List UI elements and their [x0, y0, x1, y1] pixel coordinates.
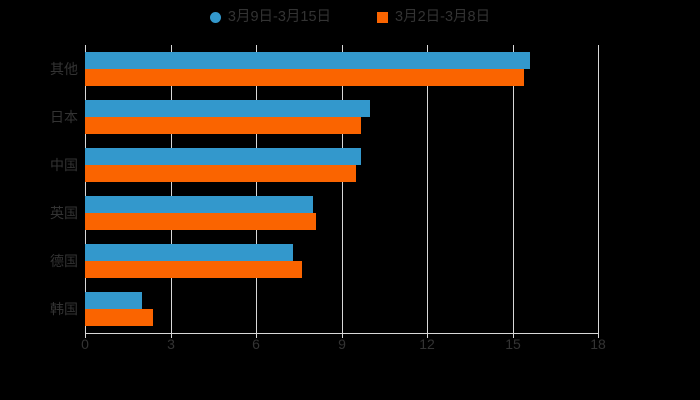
- x-axis-tick-mark: [171, 333, 172, 338]
- x-axis-tick-mark: [342, 333, 343, 338]
- gridline: [342, 45, 343, 333]
- bar[interactable]: [85, 309, 153, 326]
- bar[interactable]: [85, 292, 142, 309]
- x-axis-tick-label: 6: [252, 336, 260, 352]
- x-axis-tick-mark: [598, 333, 599, 338]
- gridline: [598, 45, 599, 333]
- y-axis-tick-label: 英国: [50, 205, 78, 221]
- bar[interactable]: [85, 261, 302, 278]
- x-axis-tick-mark: [256, 333, 257, 338]
- bar[interactable]: [85, 244, 293, 261]
- y-axis-tick-label: 日本: [50, 109, 78, 125]
- chart-legend: 3月9日-3月15日 3月2日-3月8日: [0, 6, 700, 28]
- bar[interactable]: [85, 196, 313, 213]
- y-axis-tick-label: 韩国: [50, 301, 78, 317]
- gridline: [256, 45, 257, 333]
- bar[interactable]: [85, 148, 361, 165]
- x-axis-tick-label: 12: [419, 336, 435, 352]
- plot-area: [85, 45, 599, 333]
- bar[interactable]: [85, 69, 524, 86]
- bar[interactable]: [85, 100, 370, 117]
- legend-square-marker-icon: [377, 11, 389, 23]
- bar[interactable]: [85, 213, 316, 230]
- x-axis-tick-label: 18: [590, 336, 606, 352]
- gridline: [171, 45, 172, 333]
- legend-circle-marker-icon: [209, 11, 221, 23]
- y-axis-tick-label: 其他: [50, 61, 78, 77]
- x-axis-tick-mark: [427, 333, 428, 338]
- y-axis-tick-label: 中国: [50, 157, 78, 173]
- x-axis-tick-label: 15: [505, 336, 521, 352]
- gridline: [513, 45, 514, 333]
- x-axis-tick-label: 0: [81, 336, 89, 352]
- x-axis-tick-mark: [85, 333, 86, 338]
- x-axis-tick-label: 3: [167, 336, 175, 352]
- y-axis-line: [85, 45, 86, 333]
- legend-item-series-0[interactable]: 3月9日-3月15日: [209, 8, 332, 25]
- bar[interactable]: [85, 52, 530, 69]
- bar[interactable]: [85, 165, 356, 182]
- x-axis-tick-mark: [513, 333, 514, 338]
- bar[interactable]: [85, 117, 361, 134]
- y-axis-tick-label: 德国: [50, 253, 78, 269]
- legend-label-series-1: 3月2日-3月8日: [395, 8, 491, 25]
- x-axis-tick-label: 9: [338, 336, 346, 352]
- legend-item-series-1[interactable]: 3月2日-3月8日: [377, 10, 490, 25]
- legend-label-series-0: 3月9日-3月15日: [227, 8, 332, 25]
- gridline: [427, 45, 428, 333]
